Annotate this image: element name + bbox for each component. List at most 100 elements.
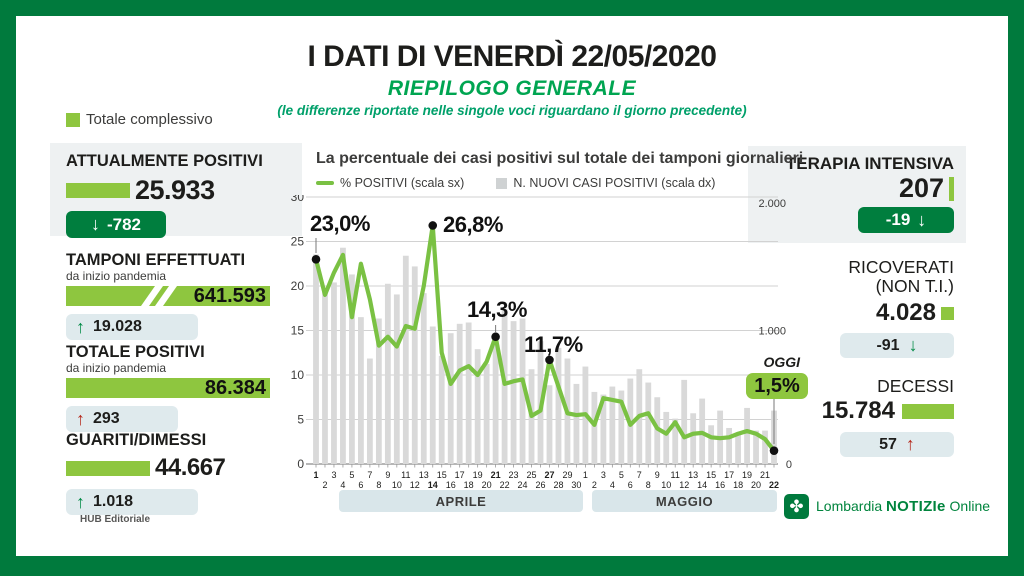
data-point-dot [428,221,438,230]
bar [762,430,768,464]
bar [375,318,382,464]
bar [600,394,607,464]
page-note: (le differenze riportate nelle singole v… [277,103,747,118]
bar [447,333,454,464]
data-point-dot [311,255,321,264]
svg-text:27: 27 [544,470,554,480]
svg-text:28: 28 [553,480,563,490]
delta-value: 57 [879,435,897,453]
svg-text:25: 25 [527,470,537,480]
arrow-down-icon: ↓ [917,209,927,230]
svg-text:14: 14 [428,480,438,490]
total-legend-swatch-icon [66,112,80,127]
annotation-today: OGGI 1,5% [738,354,808,399]
bar [546,385,553,464]
stat-value-row: 44.667 [66,454,272,482]
svg-text:18: 18 [464,480,474,490]
svg-text:4: 4 [340,480,345,490]
svg-text:3: 3 [331,470,336,480]
svg-text:21: 21 [491,470,501,480]
stat-subtitle: da inizio pandemia [66,269,167,283]
axis-labels: 0 5 10 15 20 25 30 2.000 1.000 0 [291,195,792,471]
svg-text:2: 2 [592,480,597,490]
bar [358,317,364,464]
svg-text:16: 16 [715,480,725,490]
svg-text:20: 20 [291,279,305,293]
stat-value-row: 207 [899,174,954,203]
bar [618,390,625,464]
bar [753,430,759,464]
logo-text: Lombardia NOTIZIe Online [816,498,991,515]
bar [429,326,436,464]
svg-text:22: 22 [500,480,510,490]
stat-terapia-intensiva: TERAPIA INTENSIVA 207 -19 ↓ [748,154,954,233]
delta-badge: ↑ 19.028 [66,314,198,340]
stat-value-row: 15.784 [822,398,954,424]
bar [609,386,616,464]
arrow-up-icon: ↑ [76,491,85,512]
bar-series-label: N. NUOVI CASI POSITIVI (scala dx) [513,176,716,190]
svg-text:3: 3 [601,470,606,480]
annotation-peak: 23,0% [310,211,370,236]
svg-text:20: 20 [751,480,761,490]
arrow-down-icon: ↓ [90,214,100,234]
stat-title: DECESSI [877,376,954,396]
svg-text:8: 8 [646,480,651,490]
svg-text:8: 8 [376,480,381,490]
bar [555,347,562,464]
data-point-dot [491,332,500,342]
bar [735,434,741,464]
bar [726,427,732,464]
stat-attualmente-positivi: ATTUALMENTE POSITIVI 25.933 ↓ -782 [66,152,272,238]
svg-text:20: 20 [482,480,492,490]
bar [672,418,679,464]
delta-value: 1.018 [93,493,134,510]
stat-tamponi-effettuati: TAMPONI EFFETTUATI da inizio pandemia 64… [66,251,272,340]
arrow-up-icon: ↑ [76,408,85,429]
arrow-up-icon: ↑ [76,316,85,337]
svg-text:0: 0 [786,459,792,471]
bar [331,282,337,464]
today-tag: OGGI [763,354,800,370]
svg-text:4: 4 [610,480,615,490]
svg-text:6: 6 [628,480,633,490]
svg-text:16: 16 [446,480,456,490]
delta-badge: -91 ↓ [840,333,954,358]
bar [501,309,508,464]
bar [456,323,463,464]
svg-text:9: 9 [385,470,390,480]
svg-text:2.000: 2.000 [758,198,786,210]
svg-text:1: 1 [583,470,588,480]
delta-badge: -19 ↓ [858,207,954,233]
svg-text:17: 17 [455,470,465,480]
stat-title: TERAPIA INTENSIVA [785,154,954,173]
stat-value: 25.933 [135,175,215,205]
bar [708,425,715,464]
bar [573,383,580,464]
page-title: I DATI DI VENERDÌ 22/05/2020 [307,40,717,73]
svg-text:26: 26 [536,480,546,490]
bar [510,321,517,464]
stat-value: 86.384 [204,378,266,398]
stat-subtitle: da inizio pandemia [66,361,167,375]
delta-value: -91 [876,336,900,354]
svg-text:30: 30 [291,195,305,204]
delta-value: -19 [885,210,911,229]
svg-text:29: 29 [562,470,572,480]
svg-text:1: 1 [313,470,318,480]
svg-text:10: 10 [661,480,671,490]
data-point-dot [545,355,554,365]
bar [744,407,750,464]
bar [411,266,418,464]
bar [420,293,427,464]
stat-decessi: DECESSI 15.784 57 ↑ [748,377,954,457]
stat-value: 44.667 [155,454,226,481]
value-bar: 86.384 [66,378,270,398]
bar [366,358,373,464]
svg-text:25: 25 [291,235,305,249]
svg-text:15: 15 [437,470,447,480]
stat-ricoverati: RICOVERATI (NON T.I.) 4.028 -91 ↓ [748,258,954,358]
bar [663,411,670,464]
bar-series-swatch-icon [496,177,508,189]
line-series-label: % POSITIVI (scala sx) [340,176,465,190]
